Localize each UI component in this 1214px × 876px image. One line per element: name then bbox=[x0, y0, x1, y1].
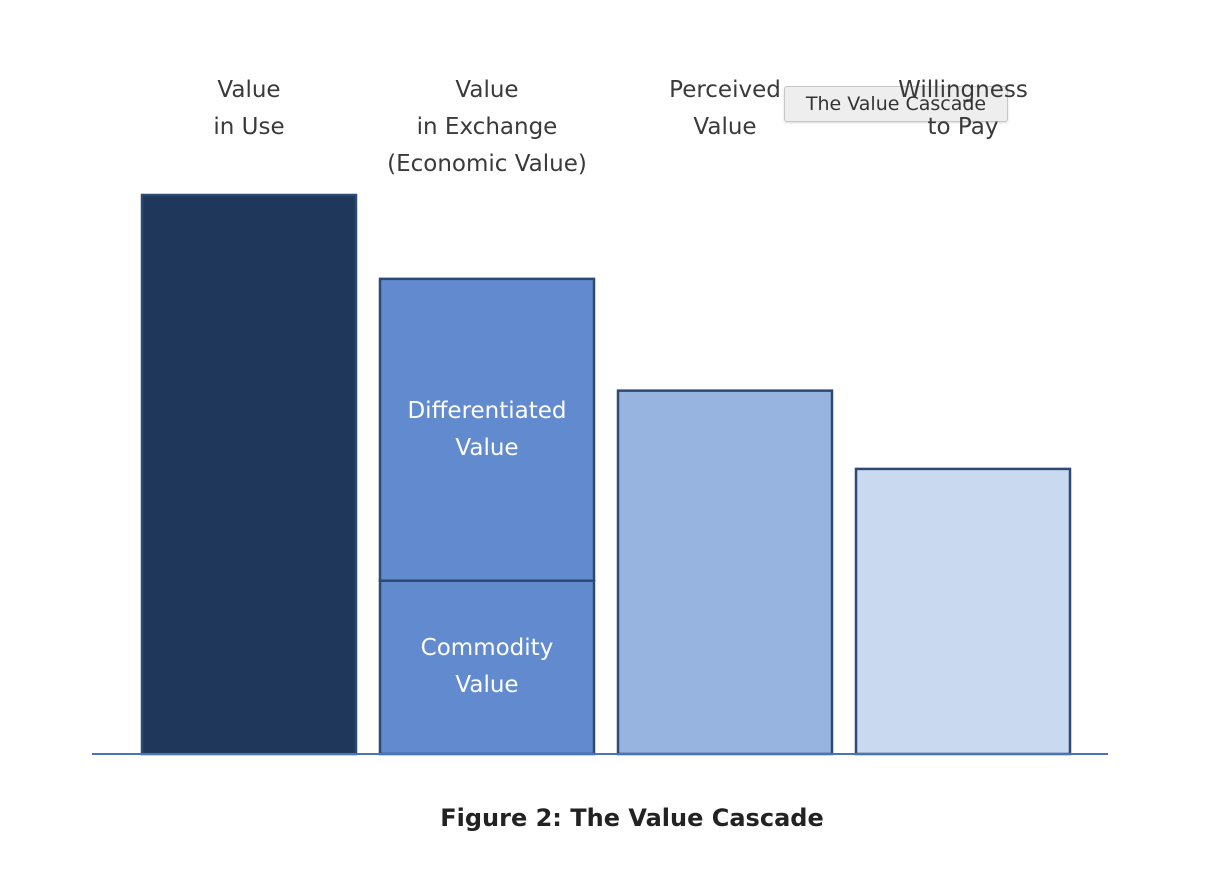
category-label: Willingness to Pay bbox=[898, 77, 1028, 140]
category-label: Value in Use bbox=[213, 77, 285, 140]
bar bbox=[140, 193, 358, 756]
segment-label: Differentiated Value bbox=[407, 397, 567, 461]
bar bbox=[854, 467, 1072, 756]
category-label: Perceived Value bbox=[669, 77, 781, 140]
bar bbox=[616, 389, 834, 756]
category-label: Value in Exchange (Economic Value) bbox=[387, 77, 587, 177]
tooltip: The Value Cascade bbox=[784, 86, 1008, 122]
segment-label: Commodity Value bbox=[420, 635, 554, 699]
chart-title: Figure 2: The Value Cascade bbox=[440, 804, 824, 832]
bar-segment bbox=[378, 277, 596, 582]
bar-segment bbox=[378, 579, 596, 756]
